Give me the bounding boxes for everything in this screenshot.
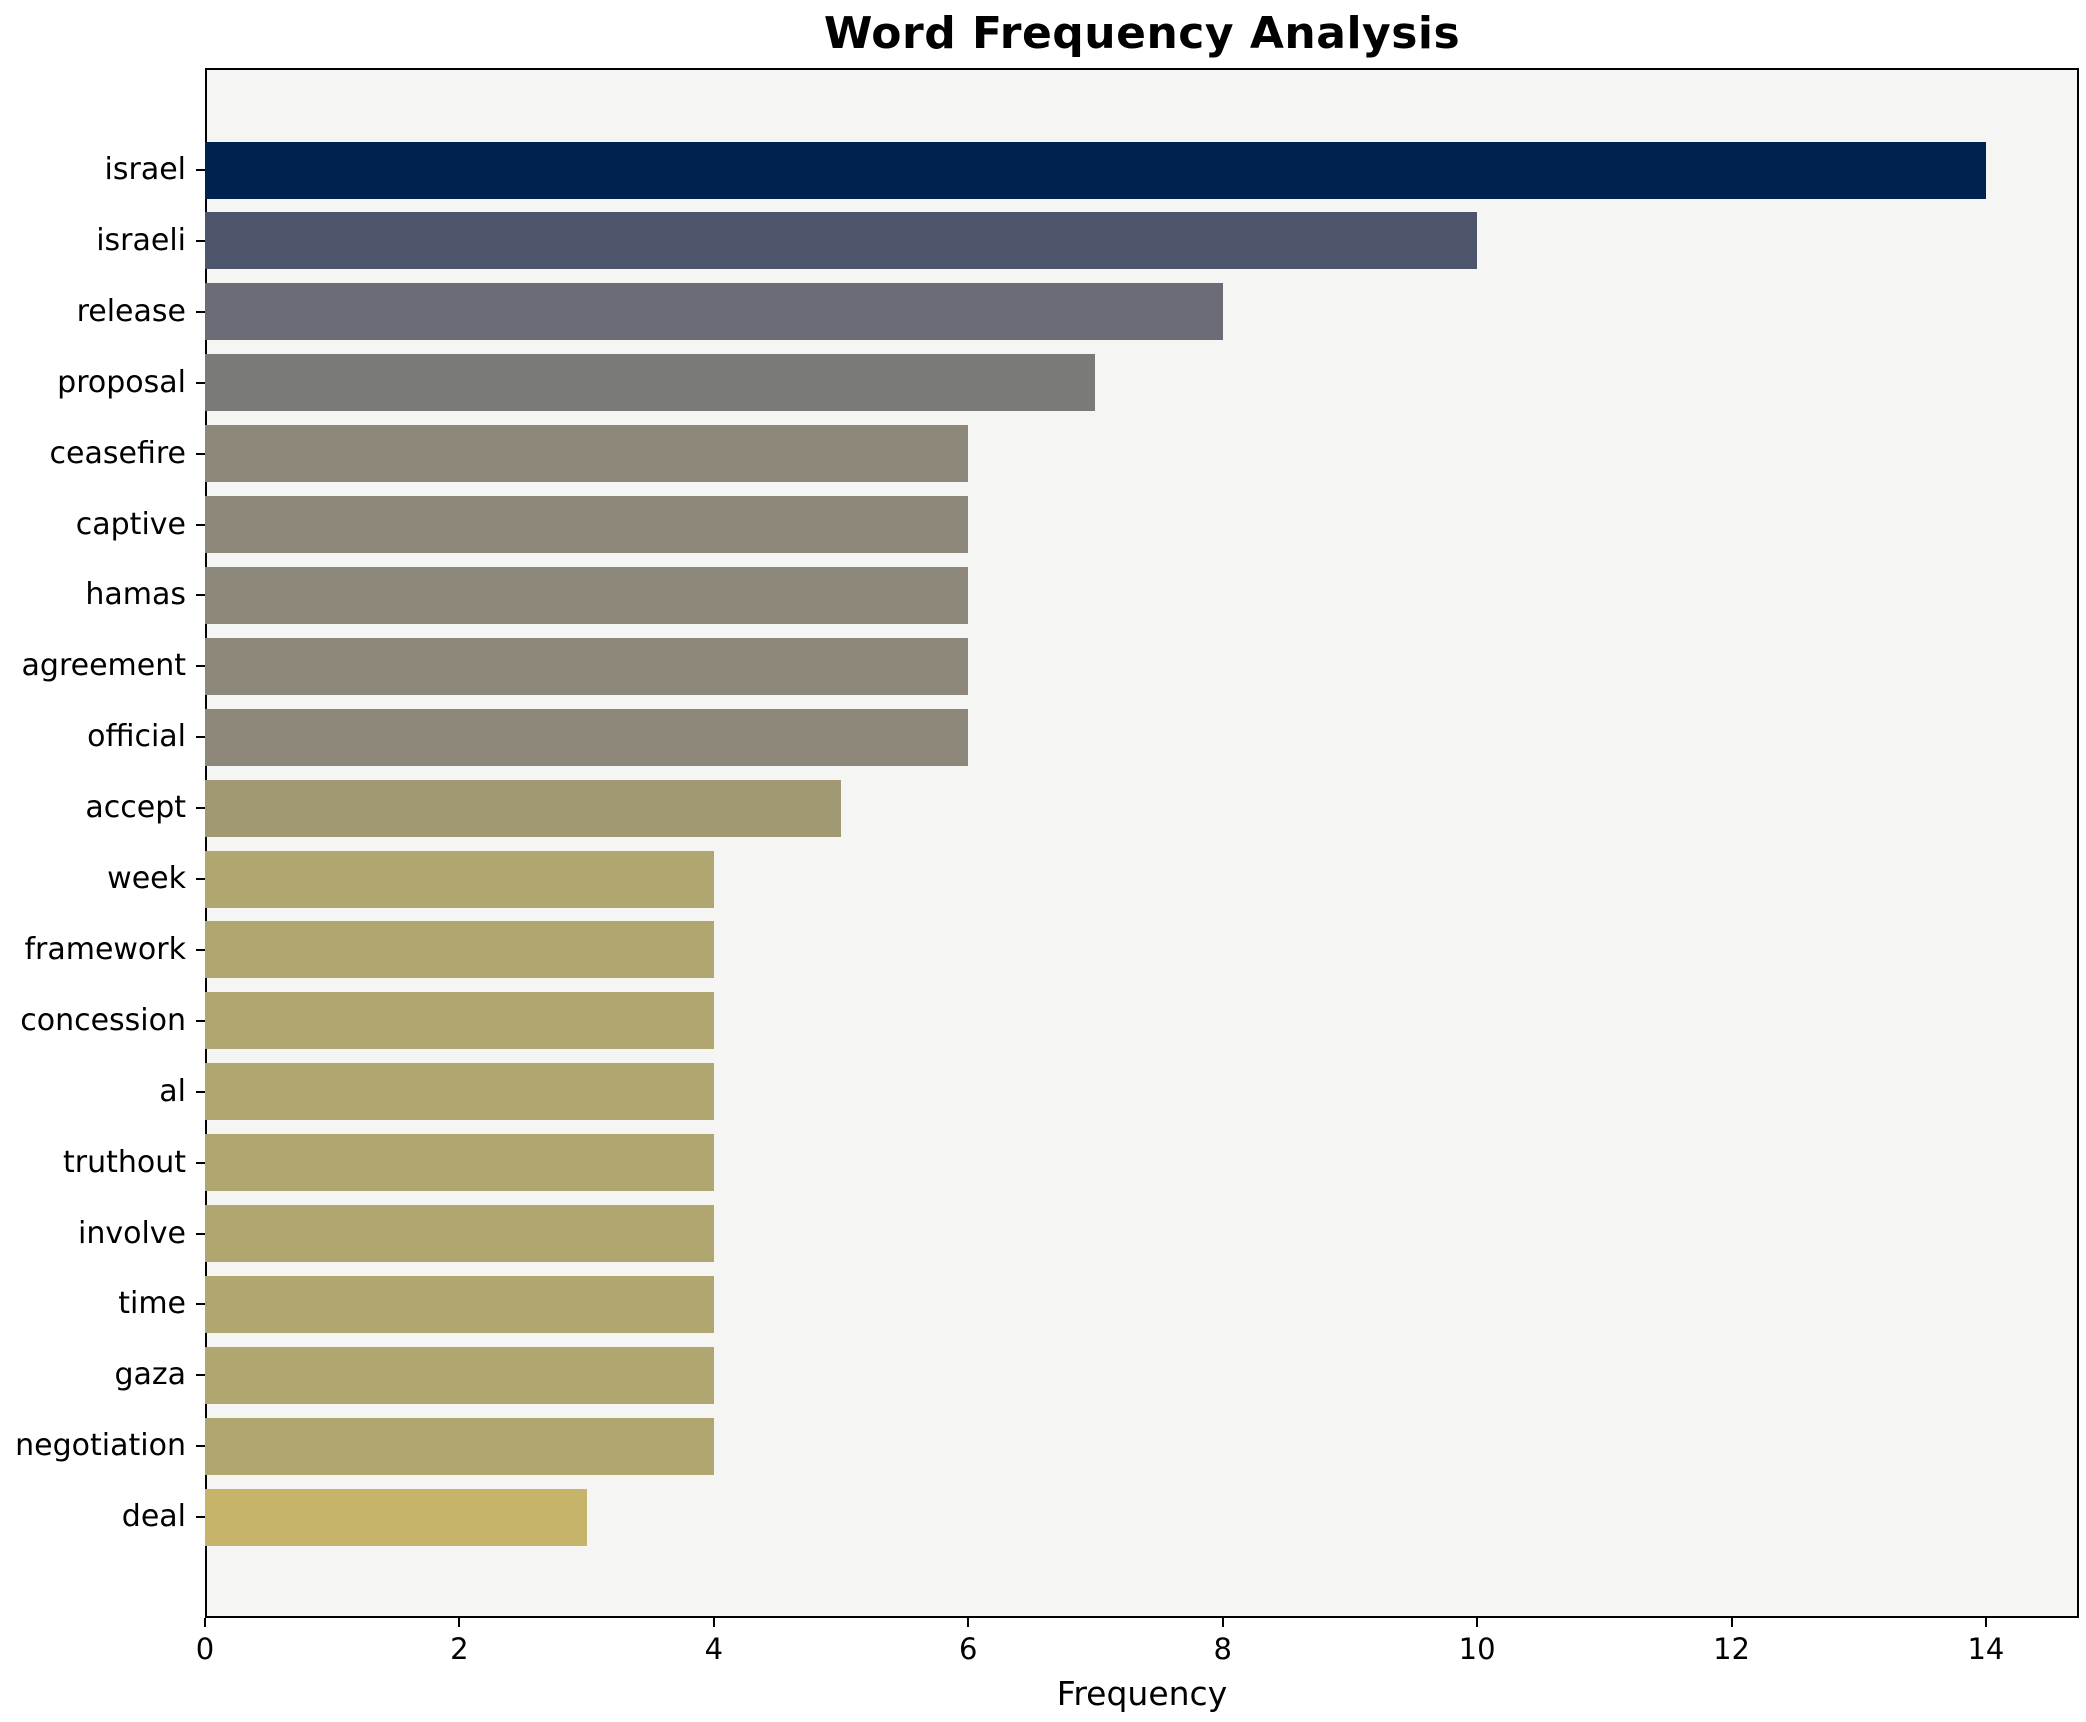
y-tick xyxy=(196,1516,205,1519)
y-tick xyxy=(196,381,205,384)
bar-time xyxy=(205,1275,714,1333)
x-tick xyxy=(1730,1618,1733,1627)
x-tick-label-4: 4 xyxy=(704,1632,724,1666)
y-tick-label-accept: accept xyxy=(85,790,186,826)
y-tick xyxy=(196,594,205,597)
y-tick-label-israeli: israeli xyxy=(96,222,186,258)
y-tick-label-framework: framework xyxy=(24,931,186,967)
chart-layer: Frequency israel israeli release proposal ce… xyxy=(15,68,2079,1713)
y-tick-label-israel: israel xyxy=(104,152,186,187)
y-tick xyxy=(196,1374,205,1377)
bar-framework xyxy=(205,921,714,979)
y-tick-label-time: time xyxy=(118,1286,186,1322)
y-tick xyxy=(196,878,205,880)
bar-agreement xyxy=(205,637,969,695)
y-tick-label-involve: involve xyxy=(77,1215,186,1251)
x-tick-label-12: 12 xyxy=(1713,1632,1750,1666)
y-tick xyxy=(196,169,205,171)
y-tick-label-agreement: agreement xyxy=(21,648,186,684)
x-tick-label-0: 0 xyxy=(195,1632,215,1666)
y-tick-label-deal: deal xyxy=(121,1499,186,1535)
bar-israeli xyxy=(205,212,1478,270)
bar-proposal xyxy=(205,354,1096,412)
bar-hamas xyxy=(205,566,969,624)
bar-accept xyxy=(205,779,842,837)
y-tick xyxy=(196,948,205,951)
y-tick xyxy=(196,1445,205,1448)
x-axis-label: Frequency xyxy=(1056,1674,1228,1713)
bar-official xyxy=(205,708,969,766)
y-tick-label-hamas: hamas xyxy=(85,577,186,613)
y-tick-label-week: week xyxy=(107,861,186,896)
x-tick-label-14: 14 xyxy=(1967,1632,2005,1666)
bar-concession xyxy=(205,992,714,1050)
y-tick xyxy=(196,665,205,668)
bar-israel xyxy=(205,141,1986,199)
bar-gaza xyxy=(205,1346,714,1404)
y-tick-label-concession: concession xyxy=(20,1002,186,1038)
bar-release xyxy=(205,283,1223,341)
x-tick-label-8: 8 xyxy=(1213,1632,1232,1666)
x-tick xyxy=(458,1618,461,1627)
y-tick-label-release: release xyxy=(76,293,186,329)
y-tick xyxy=(196,1303,205,1306)
bar-week xyxy=(205,850,714,908)
bar-deal xyxy=(205,1488,587,1546)
y-tick xyxy=(196,1232,205,1235)
y-tick-label-proposal: proposal xyxy=(57,364,186,400)
bar-captive xyxy=(205,496,969,553)
y-tick-label-truthout: truthout xyxy=(62,1144,186,1180)
x-tick xyxy=(712,1618,715,1627)
x-tick xyxy=(204,1618,206,1627)
x-tick xyxy=(1221,1618,1224,1627)
y-tick xyxy=(196,310,205,313)
y-tick-label-al: al xyxy=(159,1073,186,1109)
bar-al xyxy=(205,1063,714,1121)
y-tick-label-negotiation: negotiation xyxy=(15,1428,186,1464)
y-tick xyxy=(196,1161,205,1164)
y-tick-label-official: official xyxy=(87,719,186,755)
bar-ceasefire xyxy=(205,425,969,483)
x-tick xyxy=(1984,1618,1987,1627)
x-tick xyxy=(967,1618,970,1627)
x-tick xyxy=(1476,1618,1479,1627)
y-tick xyxy=(196,1090,205,1093)
y-tick xyxy=(196,239,205,242)
y-tick xyxy=(196,1019,205,1022)
x-tick-label-6: 6 xyxy=(959,1632,978,1666)
bar-truthout xyxy=(205,1134,714,1192)
x-tick-label-10: 10 xyxy=(1458,1632,1496,1666)
y-tick xyxy=(196,807,205,810)
y-tick-label-captive: captive xyxy=(75,506,186,542)
y-tick xyxy=(196,523,205,526)
bar-involve xyxy=(205,1205,714,1262)
x-tick-label-2: 2 xyxy=(450,1632,469,1666)
y-tick xyxy=(196,452,205,455)
y-tick xyxy=(196,736,205,739)
bar-negotiation xyxy=(205,1417,714,1475)
y-tick-label-ceasefire: ceasefire xyxy=(49,435,186,471)
chart-title: Word Frequency Analysis xyxy=(823,8,1461,59)
y-tick-label-gaza: gaza xyxy=(114,1357,186,1393)
